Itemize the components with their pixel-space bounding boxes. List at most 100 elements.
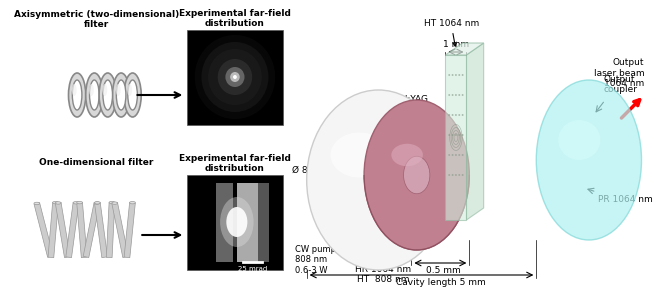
Ellipse shape [89, 84, 94, 96]
Ellipse shape [102, 84, 107, 96]
Text: 1 mm: 1 mm [443, 40, 469, 49]
Bar [66, 202, 79, 258]
Ellipse shape [208, 49, 262, 105]
Bar [187, 175, 283, 270]
Ellipse shape [230, 72, 239, 82]
Ellipse shape [455, 134, 457, 136]
Ellipse shape [94, 202, 100, 204]
Ellipse shape [307, 90, 450, 270]
Ellipse shape [458, 134, 460, 136]
Ellipse shape [452, 74, 454, 76]
Text: Nd:YAG
2 at.%
Ø 8x1.5mm: Nd:YAG 2 at.% Ø 8x1.5mm [386, 95, 438, 125]
Ellipse shape [130, 201, 136, 204]
Ellipse shape [73, 202, 79, 204]
Ellipse shape [55, 202, 61, 204]
Text: 25 mrad: 25 mrad [237, 266, 267, 272]
Bar [34, 203, 53, 257]
Ellipse shape [458, 174, 460, 176]
Ellipse shape [391, 144, 423, 166]
Ellipse shape [127, 84, 132, 96]
Text: YAG
Ø 8x1.5mm: YAG Ø 8x1.5mm [292, 155, 345, 174]
Bar [94, 202, 108, 258]
Bar [112, 203, 128, 258]
Text: PR 1064 nm: PR 1064 nm [598, 195, 653, 204]
Ellipse shape [559, 120, 600, 160]
Ellipse shape [448, 114, 450, 116]
Ellipse shape [68, 73, 86, 117]
Text: HR 1064 nm
HT  808 nm: HR 1064 nm HT 808 nm [355, 265, 411, 284]
Ellipse shape [103, 80, 112, 110]
Ellipse shape [225, 67, 245, 87]
Ellipse shape [109, 201, 115, 204]
Ellipse shape [112, 73, 130, 117]
Ellipse shape [72, 84, 76, 96]
Bar [216, 183, 233, 262]
Polygon shape [466, 43, 483, 220]
Ellipse shape [455, 114, 457, 116]
Bar [48, 202, 59, 258]
Ellipse shape [201, 42, 269, 112]
Bar [106, 202, 115, 258]
Bar [237, 183, 258, 262]
Bar [446, 55, 466, 220]
Ellipse shape [455, 174, 457, 176]
Ellipse shape [331, 133, 388, 178]
Ellipse shape [455, 74, 457, 76]
Text: HT 1064 nm: HT 1064 nm [424, 19, 479, 46]
Ellipse shape [536, 80, 642, 240]
Ellipse shape [462, 74, 464, 76]
Ellipse shape [462, 94, 464, 96]
Text: Cavity length 5 mm: Cavity length 5 mm [396, 278, 485, 287]
Ellipse shape [452, 114, 454, 116]
Bar [83, 203, 100, 258]
Ellipse shape [448, 154, 450, 156]
Ellipse shape [448, 134, 450, 136]
Ellipse shape [34, 202, 40, 205]
Ellipse shape [458, 154, 460, 156]
Ellipse shape [116, 80, 126, 110]
Ellipse shape [455, 154, 457, 156]
Text: Output
coupler: Output coupler [603, 75, 637, 94]
Ellipse shape [452, 134, 454, 136]
Ellipse shape [448, 94, 450, 96]
Ellipse shape [404, 156, 430, 194]
Ellipse shape [195, 35, 275, 119]
Ellipse shape [462, 154, 464, 156]
Text: 0.5 mm: 0.5 mm [426, 266, 460, 275]
Ellipse shape [458, 114, 460, 116]
Ellipse shape [452, 154, 454, 156]
Ellipse shape [116, 84, 120, 96]
Ellipse shape [217, 59, 252, 95]
Ellipse shape [452, 94, 454, 96]
Ellipse shape [53, 201, 59, 204]
Ellipse shape [448, 74, 450, 76]
Text: One-dimensional filter: One-dimensional filter [39, 158, 154, 167]
Polygon shape [446, 43, 483, 55]
Ellipse shape [462, 114, 464, 116]
Ellipse shape [226, 207, 247, 237]
Ellipse shape [448, 174, 450, 176]
Ellipse shape [220, 197, 253, 247]
Ellipse shape [99, 73, 116, 117]
Ellipse shape [452, 174, 454, 176]
Ellipse shape [128, 80, 138, 110]
Ellipse shape [462, 174, 464, 176]
Ellipse shape [458, 94, 460, 96]
Bar [55, 202, 70, 258]
Ellipse shape [90, 80, 99, 110]
Ellipse shape [124, 73, 141, 117]
Ellipse shape [76, 201, 82, 204]
Ellipse shape [455, 94, 457, 96]
Text: Output
laser beam
1064 nm: Output laser beam 1064 nm [594, 58, 644, 88]
Ellipse shape [86, 73, 103, 117]
Bar [76, 202, 87, 258]
Bar [124, 202, 135, 258]
Ellipse shape [94, 202, 100, 204]
Ellipse shape [458, 74, 460, 76]
Text: CW pump
808 nm
0.6-3 W: CW pump 808 nm 0.6-3 W [295, 245, 336, 275]
Ellipse shape [112, 202, 118, 204]
Text: Experimental far-field
distribution: Experimental far-field distribution [179, 9, 291, 28]
Ellipse shape [72, 80, 82, 110]
Bar [254, 183, 269, 262]
Ellipse shape [233, 75, 237, 79]
